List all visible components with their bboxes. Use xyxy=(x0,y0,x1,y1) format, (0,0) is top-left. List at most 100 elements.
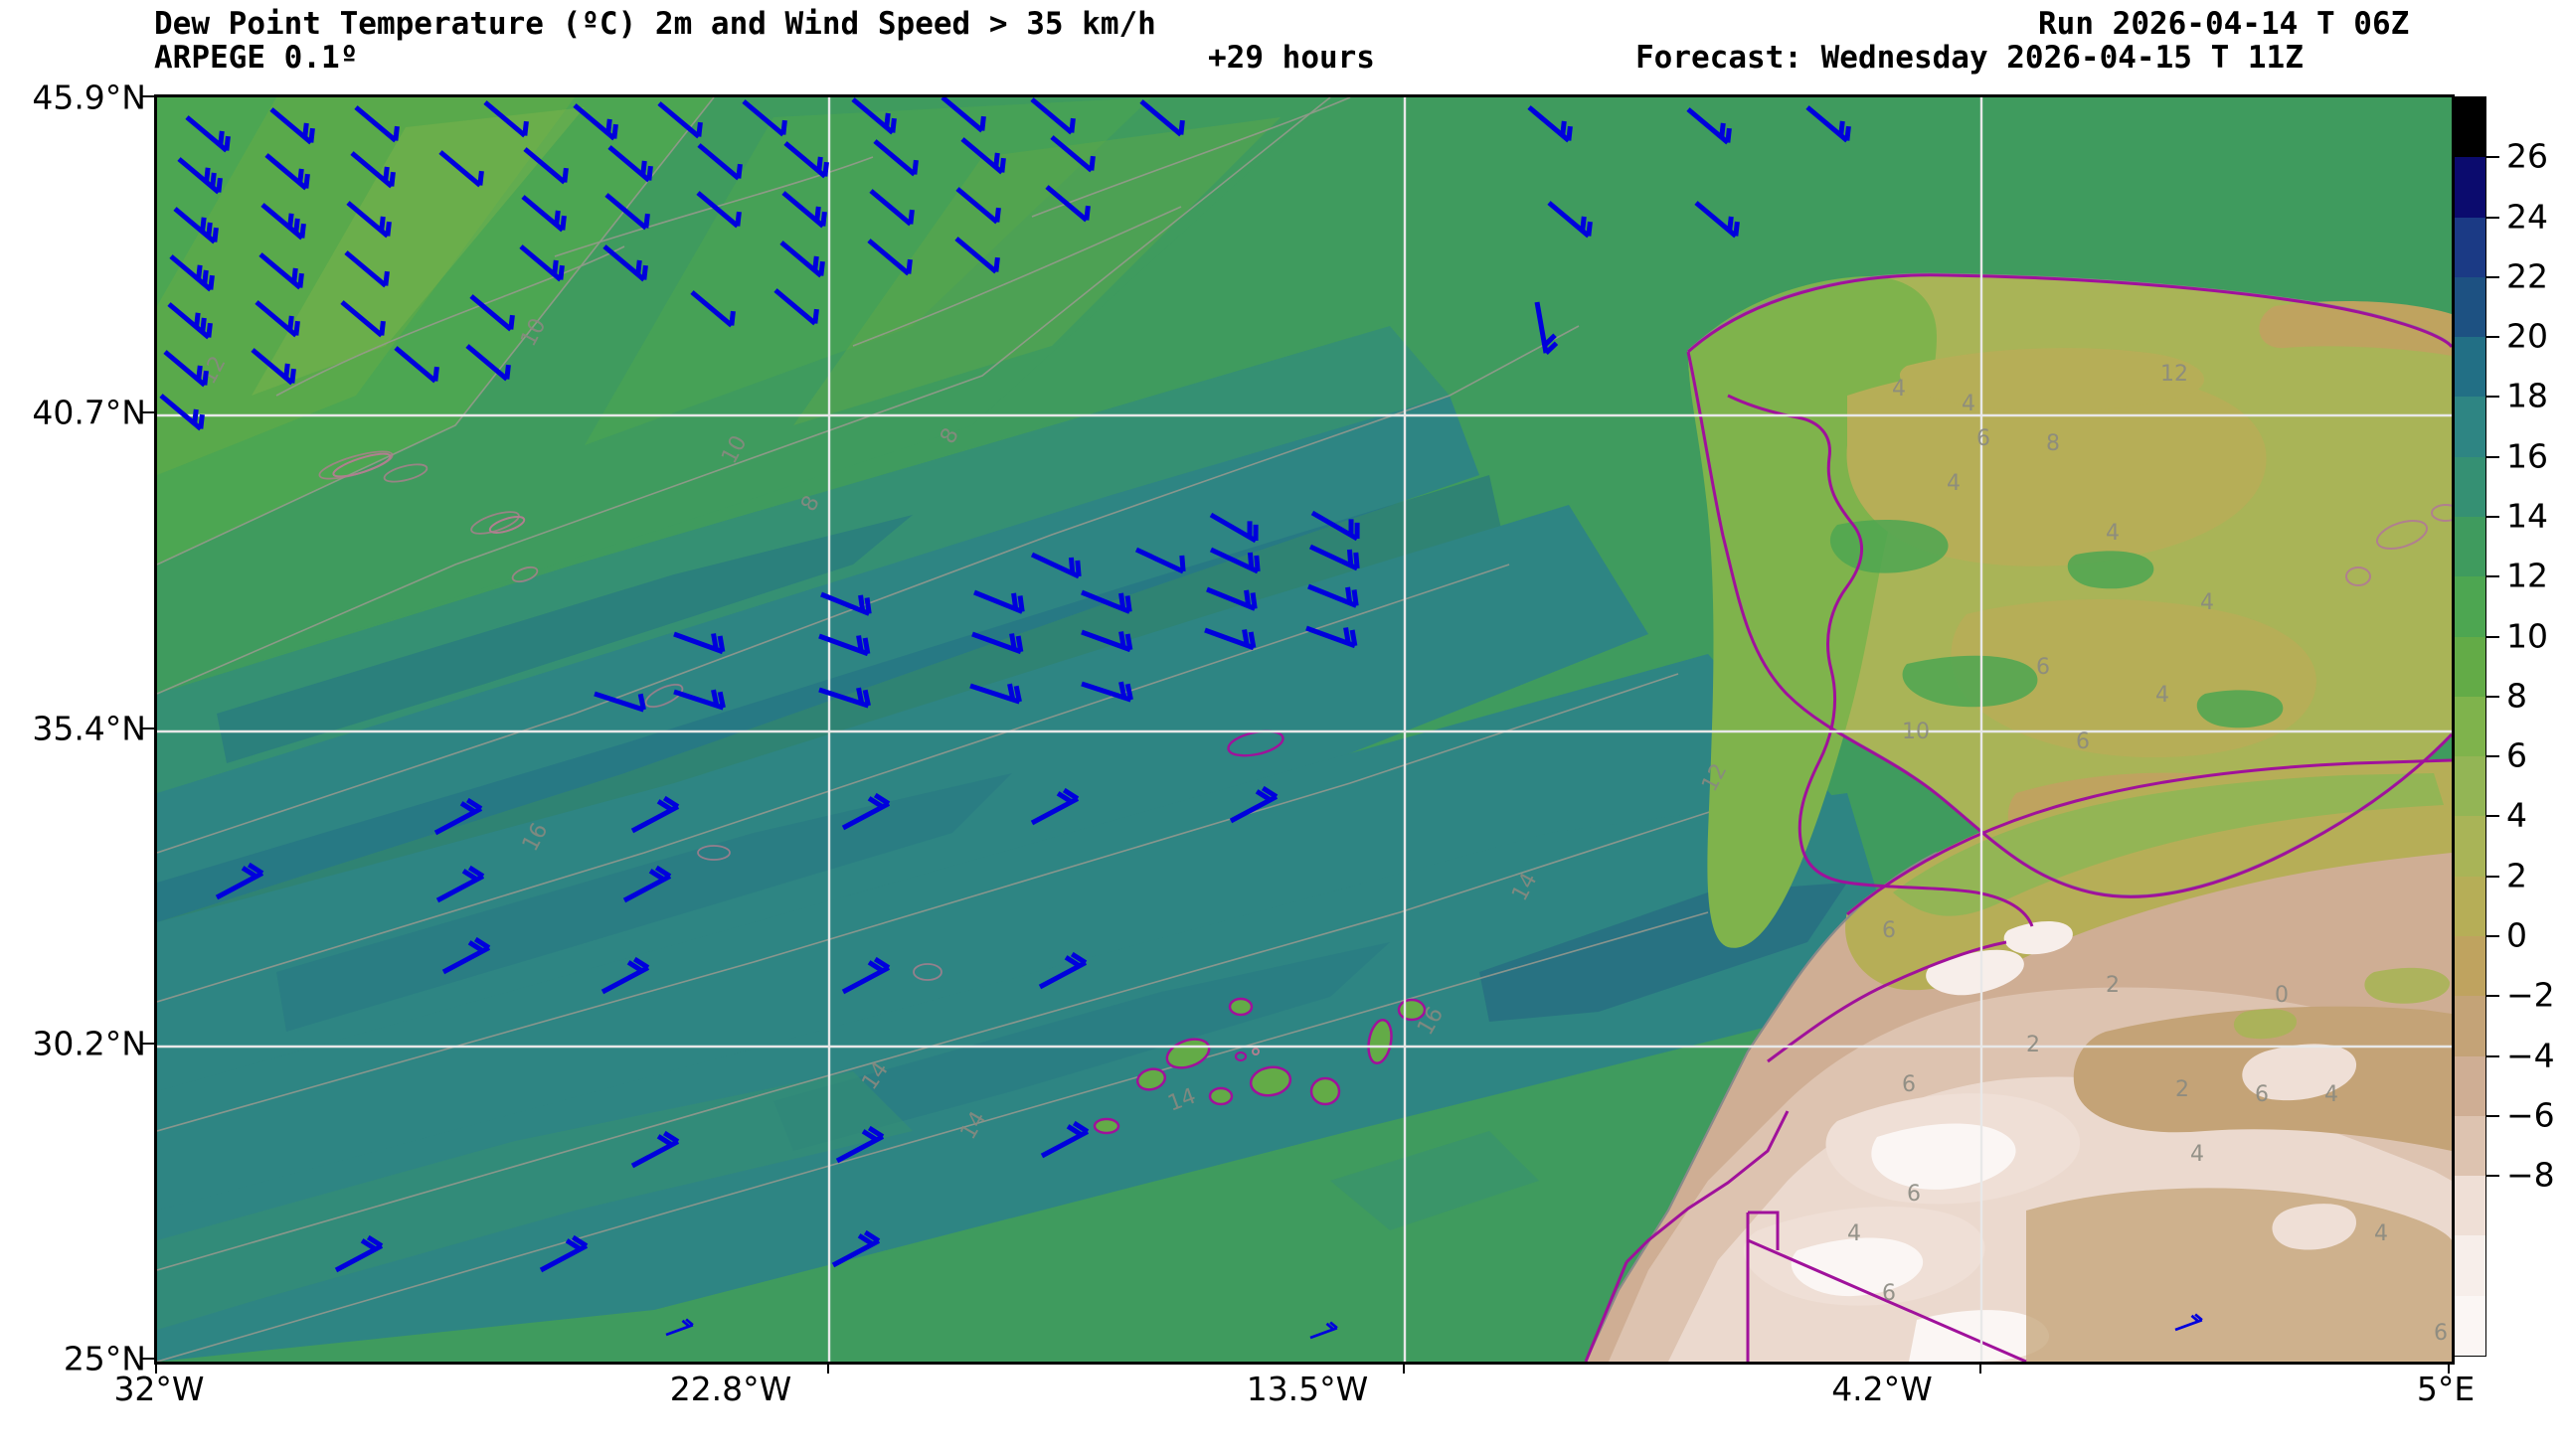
northwest-africa-landmass xyxy=(1586,759,2452,1362)
svg-text:4: 4 xyxy=(1847,1221,1861,1246)
colorbar-tick-label: −6 xyxy=(2506,1095,2555,1135)
svg-text:4: 4 xyxy=(1892,377,1906,402)
ytick-label-2: 35.4°N xyxy=(32,709,146,748)
colorbar-segment xyxy=(2455,1055,2485,1116)
colorbar-tick xyxy=(2486,575,2499,578)
xtick-label-3: 4.2°W xyxy=(1831,1370,1933,1408)
colorbar-tick-label: 2 xyxy=(2506,856,2527,895)
colorbar-tick xyxy=(2486,396,2499,399)
colorbar-tick-label: 10 xyxy=(2506,616,2548,656)
colorbar-tick xyxy=(2486,695,2499,698)
svg-text:6: 6 xyxy=(2036,655,2050,680)
colorbar-tick-label: 0 xyxy=(2506,915,2527,955)
colorbar-tick xyxy=(2486,216,2499,219)
colorbar-segment xyxy=(2455,636,2485,697)
svg-text:6: 6 xyxy=(2434,1321,2448,1346)
xtick-label-1: 22.8°W xyxy=(669,1370,792,1408)
svg-text:0: 0 xyxy=(2275,983,2289,1008)
map-canvas: 12 10 16 10 8 8 12 14 14 14 14 16 4 4 6 … xyxy=(154,94,2455,1365)
madeira xyxy=(1252,1048,1260,1055)
colorbar-tick xyxy=(2486,875,2499,878)
ytick-label-4: 25°N xyxy=(63,1339,146,1378)
lead-time-label: +29 hours xyxy=(1208,40,1375,76)
svg-text:6: 6 xyxy=(2076,729,2090,754)
colorbar-segment xyxy=(2455,576,2485,637)
xtick-mark-1 xyxy=(827,1362,829,1374)
svg-text:12: 12 xyxy=(2160,362,2188,387)
svg-text:4: 4 xyxy=(1962,392,1975,416)
ytick-mark-4 xyxy=(142,1358,154,1360)
colorbar-tick-label: −2 xyxy=(2506,975,2555,1015)
colorbar-segment xyxy=(2455,276,2485,338)
colorbar-tick xyxy=(2486,1114,2499,1117)
colorbar-segment xyxy=(2455,337,2485,398)
colorbar-tick-label: 22 xyxy=(2506,256,2548,296)
colorbar-tick-label: −8 xyxy=(2506,1155,2555,1195)
xtick-label-0: 32°W xyxy=(113,1370,205,1408)
svg-text:6: 6 xyxy=(1902,1072,1916,1097)
svg-text:10: 10 xyxy=(1902,720,1930,744)
forecast-label: Forecast: Wednesday 2026-04-15 T 11Z xyxy=(1635,40,2304,76)
colorbar-segment xyxy=(2455,97,2485,158)
xtick-mark-2 xyxy=(1403,1362,1405,1374)
colorbar-segment xyxy=(2455,935,2485,997)
colorbar-tick xyxy=(2486,336,2499,339)
svg-text:4: 4 xyxy=(1947,471,1961,496)
colorbar-tick xyxy=(2486,755,2499,758)
colorbar-segment xyxy=(2455,516,2485,577)
svg-text:8: 8 xyxy=(2046,431,2060,456)
run-label: Run 2026-04-14 T 06Z xyxy=(2038,6,2410,42)
xtick-mark-0 xyxy=(155,1362,157,1374)
colorbar-segment xyxy=(2455,756,2485,817)
colorbar-tick xyxy=(2486,995,2499,998)
svg-text:4: 4 xyxy=(2190,1142,2204,1167)
colorbar-tick xyxy=(2486,635,2499,638)
colorbar-tick-label: 12 xyxy=(2506,556,2548,595)
colorbar-segment xyxy=(2455,397,2485,457)
dewpoint-field: 12 10 16 10 8 8 12 14 14 14 14 16 4 4 6 … xyxy=(157,97,2452,1362)
colorbar-tick xyxy=(2486,935,2499,937)
ytick-label-3: 30.2°N xyxy=(32,1024,146,1063)
colorbar-tick-label: 26 xyxy=(2506,136,2548,176)
madeira-outline xyxy=(1227,729,1284,757)
colorbar-tick-label: 16 xyxy=(2506,436,2548,476)
svg-text:6: 6 xyxy=(2255,1082,2269,1107)
svg-text:4: 4 xyxy=(2324,1082,2338,1107)
colorbar-tick xyxy=(2486,1175,2499,1178)
colorbar-segment xyxy=(2455,816,2485,877)
colorbar-tick xyxy=(2486,1054,2499,1057)
svg-text:2: 2 xyxy=(2175,1077,2189,1102)
wind-barbs xyxy=(159,97,2203,1340)
contour-lines xyxy=(157,97,1769,1362)
contour-islets xyxy=(318,450,942,981)
colorbar-segment xyxy=(2455,996,2485,1056)
svg-text:4: 4 xyxy=(2200,590,2214,615)
xtick-mark-3 xyxy=(1979,1362,1981,1374)
colorbar-segment xyxy=(2455,1295,2485,1356)
svg-text:4: 4 xyxy=(2106,521,2120,546)
colorbar-segment xyxy=(2455,217,2485,277)
colorbar-segment xyxy=(2455,696,2485,757)
ytick-mark-0 xyxy=(142,95,154,97)
colorbar-tick-label: −4 xyxy=(2506,1036,2555,1075)
colorbar-tick-label: 8 xyxy=(2506,676,2527,716)
colorbar-segment xyxy=(2455,456,2485,517)
colorbar-segment xyxy=(2455,157,2485,218)
model-label: ARPEGE 0.1º xyxy=(154,40,359,76)
colorbar-tick-label: 4 xyxy=(2506,795,2527,835)
colorbar-segment xyxy=(2455,1235,2485,1296)
ytick-mark-1 xyxy=(142,411,154,413)
colorbar-tick-label: 14 xyxy=(2506,496,2548,536)
gridlines xyxy=(157,97,2452,1362)
svg-text:6: 6 xyxy=(1882,1281,1896,1306)
svg-text:6: 6 xyxy=(1976,426,1990,451)
xtick-label-4: 5°E xyxy=(2416,1370,2476,1408)
country-borders xyxy=(1584,273,2452,1362)
colorbar-tick-label: 6 xyxy=(2506,735,2527,775)
xtick-label-2: 13.5°W xyxy=(1246,1370,1369,1408)
map-clip: 12 10 16 10 8 8 12 14 14 14 14 16 4 4 6 … xyxy=(157,97,2452,1362)
svg-text:6: 6 xyxy=(1907,1182,1921,1207)
azores xyxy=(332,452,526,534)
colorbar-segment xyxy=(2455,1176,2485,1236)
